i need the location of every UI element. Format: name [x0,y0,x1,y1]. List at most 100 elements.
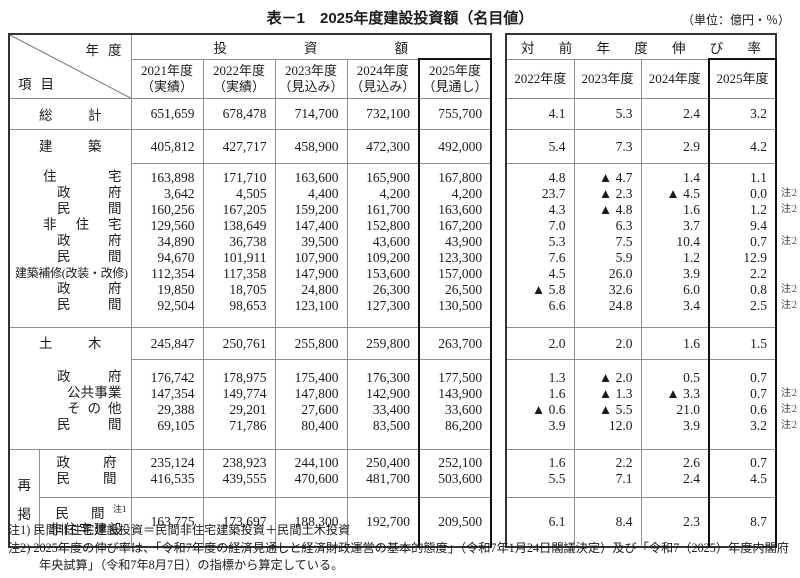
inv-value: 86,200 [444,418,483,433]
growth-value: 5.4 [505,129,575,164]
header-char: 資 [304,40,318,56]
inv-value: 19,850 [157,282,195,297]
inv-value: 24,800 [301,282,339,297]
row-label: 非住宅建設 [48,522,123,537]
inv-value: 171,710 [222,170,267,185]
note1-superscript: 注1 [112,504,127,514]
unit-label: （単位：億円・％） [681,13,790,27]
inv-value: 416,535 [150,471,195,486]
inv-value: 33,600 [444,402,483,417]
growth-value: 1.5 [708,327,777,360]
row-label: 非住宅 [43,217,122,232]
row-label-total: 総計 [8,98,132,130]
row-label: 民間 [57,201,122,216]
growth-values-column: 0.5 ▲ 3.3 21.0 3.9 [640,359,710,450]
growth-value: 0.0 [750,186,767,201]
growth-col-header: 2022年度 [505,58,575,99]
inv-values-column: 178,975 149,774 29,201 71,786 [202,359,276,450]
inv-value: 167,205 [222,202,267,217]
growth-values-column: 1.6 5.5 [505,449,575,498]
inv-value: 107,900 [294,250,339,265]
growth-value: 6.6 [548,298,566,313]
inv-value: 427,717 [202,129,276,164]
inv-value: 43,900 [444,234,483,249]
inv-values-column: 177,500 143,900 33,600 86,200 [417,359,493,450]
note2-marker: 注2 [781,284,798,295]
header-char: 対 [521,40,535,56]
growth-value: 26.0 [608,266,633,281]
growth-value: 0.7 [750,386,767,401]
header-char: 度 [634,40,648,56]
inv-value: 159,200 [294,202,339,217]
growth-value: 4.5 [548,266,566,281]
inv-value: 138,649 [222,218,267,233]
inv-value: 4,200 [451,186,483,201]
inv-col-header: 2024年度 （見込み） [346,58,420,99]
row-label: 政府 [57,281,122,296]
growth-value: 2.2 [750,266,767,281]
growth-values-column: 2.6 2.4 [640,449,710,498]
row-label: 民間 注1 [55,504,127,521]
row-label: 政府 [57,233,122,248]
growth-values-column: ▲ 4.7 ▲ 2.3 ▲ 4.8 6.3 7.5 5.9 26.0 32.6 24.8 [573,163,642,328]
inv-values-column: 163,898 3,642 160,256 129,560 34,890 94,670 11… [130,163,204,328]
growth-value: 0.6 [750,402,767,417]
row-label: 公共事業 [67,385,122,400]
inv-value: 94,670 [157,250,195,265]
header-char: 率 [747,40,762,56]
inv-value: 149,774 [222,386,267,401]
note2-marker: 注2 [781,300,798,311]
inv-value: 252,100 [438,455,483,470]
inv-value: 129,560 [150,218,195,233]
growth-value: 2.5 [750,298,767,313]
inv-values-column: 163,600 4,400 159,200 147,400 39,500 107,900 1… [274,163,348,328]
growth-value: 23.7 [541,186,566,201]
growth-value: 24.8 [608,298,633,313]
inv-value: 163,898 [150,170,195,185]
growth-value: 1.6 [640,327,710,360]
inv-value: 18,705 [229,282,267,297]
inv-value: 26,300 [372,282,410,297]
inv-value: 34,890 [157,234,195,249]
inv-value: 142,900 [366,386,410,401]
growth-value: 5.3 [548,234,566,249]
inv-value: 153,600 [366,266,410,281]
growth-value: 2.3 [640,497,710,548]
growth-value: 12.9 [743,250,767,265]
growth-value: 0.5 [683,370,700,385]
sub-row-labels: 住宅 政府 民間 非住宅 政府 民間 建築補修(改装・改修) 政府 民間 [10,163,130,313]
inv-value: 263,700 [417,327,493,360]
growth-values-column: 2.2 7.1 [573,449,642,498]
inv-value: 163,600 [294,170,339,185]
growth-value: 4.2 [708,129,777,164]
inv-value: 143,900 [438,386,483,401]
growth-value: 0.8 [750,282,767,297]
growth-value: 2.2 [615,455,633,470]
inv-value: 405,812 [130,129,204,164]
growth-value: 5.9 [615,250,633,265]
recap-row-labels: 政府 民間 [38,449,132,498]
inv-value: 163,775 [130,497,204,548]
inv-value: 714,700 [274,98,348,130]
inv-value: 130,500 [438,298,483,313]
growth-values-column: 1.1 0.0 1.2 9.4 0.7 12.9 2.2 0.8 2.5 [708,163,777,328]
inv-value: 161,700 [366,202,410,217]
growth-value: 21.0 [676,402,700,417]
inv-values-column: 176,742 147,354 29,388 69,105 [130,359,204,450]
growth-group-header-text: 対前年度伸び率 [507,37,775,57]
inv-col-header: 2022年度 （実績） [202,58,276,99]
inv-value: 245,847 [130,327,204,360]
inv-value: 4,200 [379,186,410,201]
growth-value: ▲ 0.6 [531,402,566,417]
growth-value: 4.3 [548,202,566,217]
row-label: 民間 [57,417,122,432]
inv-value: 69,105 [157,418,195,433]
inv-value: 732,100 [346,98,420,130]
inv-value: 175,400 [294,370,339,385]
growth-value: 2.0 [573,327,642,360]
group-row-label: 土木 [39,336,102,351]
inv-values-column: 167,800 4,200 163,600 167,200 43,900 123,300 1… [417,163,493,328]
inv-values-column: 238,923 439,555 [202,449,276,498]
inv-values-column: 171,710 4,505 167,205 138,649 36,738 101,911 1… [202,163,276,328]
